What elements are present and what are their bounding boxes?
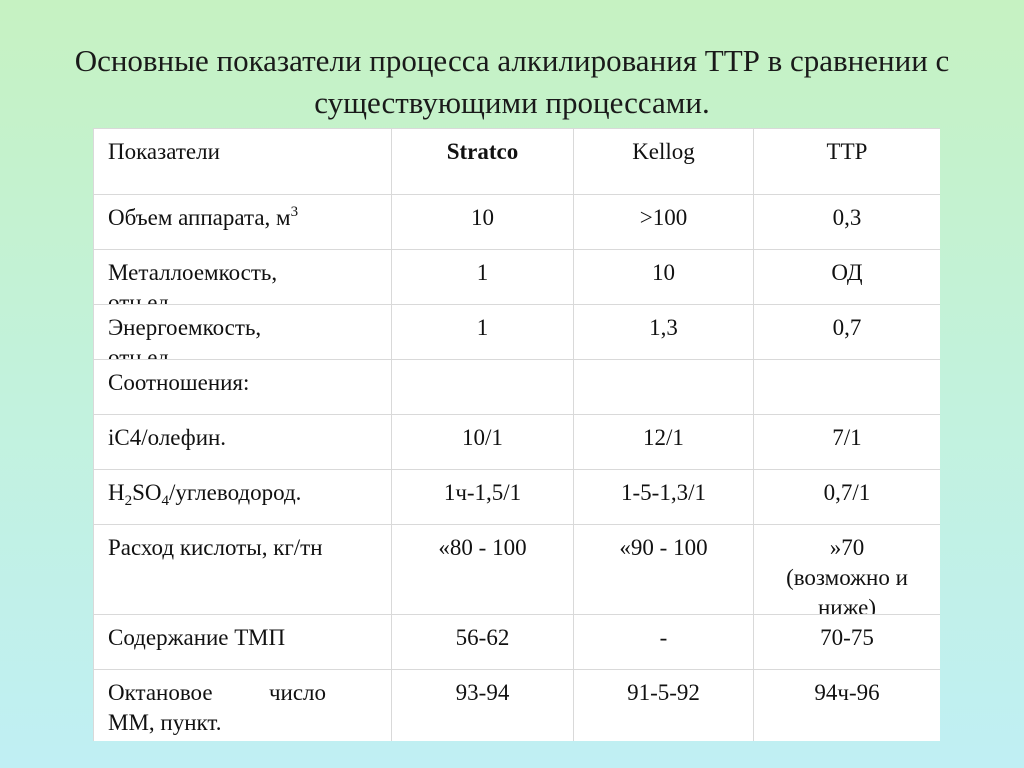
- cell-ttr: 94ч-96: [753, 669, 940, 741]
- header-cell-indicators: Показатели: [93, 128, 392, 195]
- row-label: Содержание ТМП: [93, 614, 392, 670]
- table-row: Соотношения:: [93, 359, 940, 415]
- title-line-1: Основные показатели процесса алкилирован…: [74, 43, 950, 78]
- cell-stratco: 56-62: [391, 614, 574, 670]
- table-row: Расход кислоты, кг/тн «80 - 100 «90 - 10…: [93, 524, 940, 615]
- cell-ttr: 0,3: [753, 194, 940, 250]
- row-label: iC4/олефин.: [93, 414, 392, 470]
- cell-kellog: 10: [573, 249, 754, 305]
- cell-kellog: 91-5-92: [573, 669, 754, 741]
- cell-stratco: 93-94: [391, 669, 574, 741]
- title-line-2: существующими процессами.: [314, 85, 710, 120]
- row-label: Октановое число ММ, пункт.: [93, 669, 392, 741]
- cell-stratco: 10/1: [391, 414, 574, 470]
- cell-kellog: >100: [573, 194, 754, 250]
- cell-stratco: 1: [391, 249, 574, 305]
- cell-stratco: [391, 359, 574, 415]
- cell-kellog: 1,3: [573, 304, 754, 360]
- row-label: Объем аппарата, м3: [93, 194, 392, 250]
- row-label: Соотношения:: [93, 359, 392, 415]
- table-row: Октановое число ММ, пункт. 93-94 91-5-92 9…: [93, 669, 940, 741]
- row-label: H2SO4/углеводород.: [93, 469, 392, 525]
- cell-kellog: [573, 359, 754, 415]
- cell-ttr: »70 (возможно и ниже): [753, 524, 940, 615]
- row-label: Энергоемкость, отн.ед.: [93, 304, 392, 360]
- table-row: Металлоемкость, отн.ед. 1 10 ОД: [93, 249, 940, 305]
- cell-kellog: «90 - 100: [573, 524, 754, 615]
- cell-kellog: -: [573, 614, 754, 670]
- table-row: Энергоемкость, отн.ед. 1 1,3 0,7: [93, 304, 940, 360]
- table-header-row: Показатели Stratco Kellog ТТР: [93, 128, 940, 195]
- table-row: Объем аппарата, м3 10 >100 0,3: [93, 194, 940, 250]
- row-label: Расход кислоты, кг/тн: [93, 524, 392, 615]
- header-cell-ttr: ТТР: [753, 128, 940, 195]
- cell-kellog: 12/1: [573, 414, 754, 470]
- cell-ttr: ОД: [753, 249, 940, 305]
- cell-ttr: 70-75: [753, 614, 940, 670]
- table-row: H2SO4/углеводород. 1ч-1,5/1 1-5-1,3/1 0,…: [93, 469, 940, 525]
- cell-ttr: [753, 359, 940, 415]
- slide-title: Основные показатели процесса алкилирован…: [0, 40, 1024, 124]
- cell-kellog: 1-5-1,3/1: [573, 469, 754, 525]
- cell-stratco: 1ч-1,5/1: [391, 469, 574, 525]
- cell-stratco: «80 - 100: [391, 524, 574, 615]
- cell-ttr: 7/1: [753, 414, 940, 470]
- comparison-table: Показатели Stratco Kellog ТТР Объем аппа…: [93, 128, 940, 741]
- header-cell-kellog: Kellog: [573, 128, 754, 195]
- cell-ttr: 0,7/1: [753, 469, 940, 525]
- cell-stratco: 1: [391, 304, 574, 360]
- cell-ttr: 0,7: [753, 304, 940, 360]
- table-row: iC4/олефин. 10/1 12/1 7/1: [93, 414, 940, 470]
- cell-stratco: 10: [391, 194, 574, 250]
- row-label: Металлоемкость, отн.ед.: [93, 249, 392, 305]
- header-cell-stratco: Stratco: [391, 128, 574, 195]
- table-row: Содержание ТМП 56-62 - 70-75: [93, 614, 940, 670]
